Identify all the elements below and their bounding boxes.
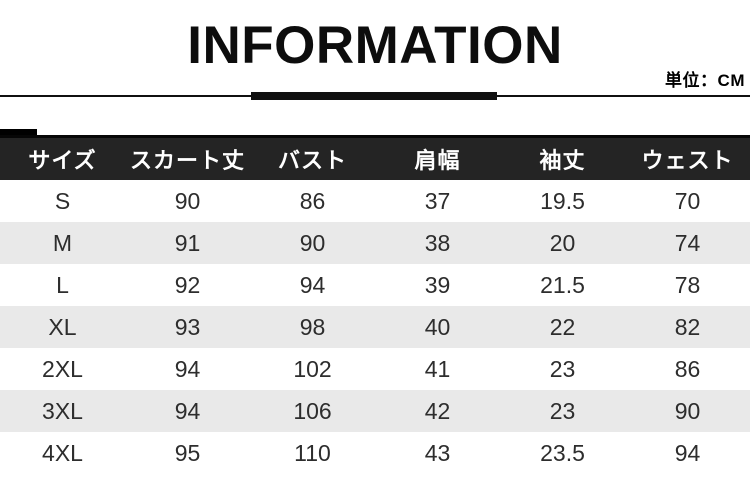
table-row: 4XL 95 110 43 23.5 94 — [0, 432, 750, 474]
measurement-cell: 86 — [674, 355, 701, 382]
measurement-cell: 21.5 — [540, 271, 585, 298]
column-header: ウェスト — [641, 148, 734, 173]
measurement-cell: 41 — [424, 355, 451, 382]
measurement-cell: 94 — [174, 355, 201, 382]
size-cell: 4XL — [42, 439, 83, 466]
measurement-cell: 70 — [674, 187, 701, 214]
table-row: S 90 86 37 19.5 70 — [0, 180, 750, 222]
measurement-cell: 40 — [424, 313, 451, 340]
measurement-cell: 92 — [174, 271, 201, 298]
measurement-cell: 38 — [424, 229, 451, 256]
measurement-cell: 19.5 — [540, 187, 585, 214]
measurement-cell: 22 — [549, 313, 576, 340]
size-cell: XL — [48, 313, 77, 340]
measurement-cell: 90 — [174, 187, 201, 214]
size-table-body: S 90 86 37 19.5 70 M 91 90 38 20 74 L 92 94 39 21.5 78 XL 9… — [0, 180, 750, 474]
title-divider-accent-bar — [251, 92, 497, 100]
size-cell: 3XL — [42, 397, 83, 424]
measurement-cell: 78 — [674, 271, 701, 298]
measurement-cell: 86 — [299, 187, 326, 214]
measurement-cell: 110 — [294, 439, 331, 466]
measurement-cell: 93 — [174, 313, 201, 340]
table-row: M 91 90 38 20 74 — [0, 222, 750, 264]
measurement-cell: 23 — [549, 397, 576, 424]
measurement-cell: 94 — [299, 271, 326, 298]
size-table-header-row: サイズ スカート丈 バスト 肩幅 袖丈 ウェスト — [0, 135, 750, 180]
measurement-cell: 43 — [424, 439, 451, 466]
measurement-cell: 102 — [293, 355, 332, 382]
size-cell: S — [54, 187, 71, 214]
measurement-cell: 98 — [299, 313, 326, 340]
title-divider-line — [0, 92, 750, 100]
column-header: 袖丈 — [539, 148, 586, 173]
measurement-cell: 74 — [674, 229, 701, 256]
measurement-cell: 94 — [674, 439, 701, 466]
measurement-cell: 42 — [424, 397, 451, 424]
table-row: L 92 94 39 21.5 78 — [0, 264, 750, 306]
measurement-cell: 94 — [174, 397, 201, 424]
column-header: スカート丈 — [129, 148, 245, 173]
measurement-cell: 39 — [424, 271, 451, 298]
size-cell: M — [52, 229, 73, 256]
table-corner-tab — [0, 129, 37, 136]
measurement-cell: 37 — [424, 187, 451, 214]
column-header: サイズ — [28, 148, 97, 173]
measurement-cell: 91 — [174, 229, 201, 256]
measurement-cell: 90 — [674, 397, 701, 424]
measurement-cell: 95 — [174, 439, 201, 466]
table-row: 2XL 94 102 41 23 86 — [0, 348, 750, 390]
unit-label: 単位：CM — [665, 71, 745, 90]
page-title: INFORMATION — [187, 16, 563, 75]
column-header: 肩幅 — [414, 148, 461, 173]
column-header: バスト — [277, 148, 347, 173]
size-table: サイズ スカート丈 バスト 肩幅 袖丈 ウェスト S 90 86 37 19.5 70 M 91 90 38… — [0, 135, 750, 474]
measurement-cell: 23.5 — [540, 439, 585, 466]
measurement-cell: 20 — [549, 229, 576, 256]
measurement-cell: 82 — [674, 313, 701, 340]
measurement-cell: 23 — [549, 355, 576, 382]
table-row: 3XL 94 106 42 23 90 — [0, 390, 750, 432]
size-cell: L — [56, 271, 69, 298]
table-row: XL 93 98 40 22 82 — [0, 306, 750, 348]
size-cell: 2XL — [42, 355, 83, 382]
measurement-cell: 90 — [299, 229, 326, 256]
measurement-cell: 106 — [293, 397, 332, 424]
